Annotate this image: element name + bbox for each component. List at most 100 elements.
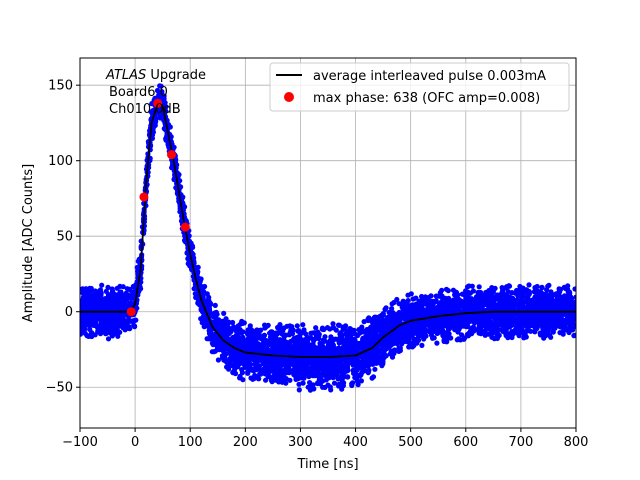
sample-point xyxy=(520,301,526,307)
sample-point xyxy=(361,354,367,360)
sample-point xyxy=(542,291,549,297)
sample-point xyxy=(105,336,112,342)
sample-point xyxy=(549,291,555,298)
sample-point xyxy=(405,324,411,330)
sample-point xyxy=(530,312,536,318)
sample-point xyxy=(117,283,123,289)
sample-point xyxy=(182,237,188,244)
sample-point xyxy=(219,353,225,359)
sample-point xyxy=(490,289,496,295)
sample-point xyxy=(505,335,511,341)
sample-point xyxy=(80,286,86,292)
sample-point xyxy=(391,347,398,353)
sample-point xyxy=(106,293,112,299)
sample-point xyxy=(213,338,220,344)
sample-point xyxy=(162,100,168,106)
sample-point xyxy=(339,386,345,392)
sample-point xyxy=(435,304,441,310)
sample-point xyxy=(389,306,395,312)
sample-point xyxy=(257,348,263,355)
sample-point xyxy=(565,283,571,289)
sample-point xyxy=(259,369,265,375)
sample-point xyxy=(269,379,275,385)
sample-point xyxy=(241,320,247,326)
sample-point xyxy=(444,321,450,327)
sample-point xyxy=(365,340,371,346)
sample-point xyxy=(573,322,576,328)
sample-point xyxy=(218,319,224,325)
sample-point xyxy=(88,331,94,337)
sample-point xyxy=(449,320,455,327)
sample-point xyxy=(157,115,163,121)
sample-point xyxy=(484,318,490,325)
sample-point xyxy=(479,305,485,311)
sample-point xyxy=(291,366,297,372)
sample-point xyxy=(255,341,261,347)
sample-point xyxy=(462,322,468,328)
sample-point xyxy=(105,284,111,290)
sample-point xyxy=(351,327,357,333)
sample-point xyxy=(97,323,103,329)
sample-point xyxy=(537,291,544,297)
sample-point xyxy=(343,348,349,354)
sample-point xyxy=(309,358,315,364)
sample-point xyxy=(372,366,378,372)
sample-point xyxy=(371,348,377,354)
sample-point xyxy=(480,293,486,299)
sample-point xyxy=(467,290,473,296)
sample-point xyxy=(511,304,517,311)
sample-point xyxy=(277,337,283,343)
sample-point xyxy=(128,296,134,302)
sample-point xyxy=(293,348,299,355)
sample-point xyxy=(235,323,241,329)
sample-point xyxy=(398,315,404,321)
sample-point xyxy=(252,372,258,379)
sample-point xyxy=(515,298,521,304)
sample-point xyxy=(516,333,522,339)
sample-point xyxy=(405,292,411,298)
sample-point xyxy=(396,301,402,307)
sample-point xyxy=(130,283,136,290)
sample-point xyxy=(492,324,498,331)
sample-point xyxy=(119,323,126,329)
sample-point xyxy=(432,308,438,314)
sample-point xyxy=(389,354,396,360)
sample-point xyxy=(423,328,429,334)
sample-point xyxy=(294,323,300,329)
sample-point xyxy=(247,367,253,373)
sample-point xyxy=(375,354,381,360)
sample-point xyxy=(340,369,346,375)
sample-point xyxy=(320,378,326,384)
sample-point xyxy=(444,339,450,345)
sample-point xyxy=(304,337,311,343)
sample-point xyxy=(185,256,191,262)
sample-point xyxy=(531,289,537,295)
sample-point xyxy=(360,337,366,343)
sample-point xyxy=(271,373,277,379)
sample-point xyxy=(437,290,443,296)
sample-point xyxy=(347,344,353,350)
sample-point xyxy=(330,375,336,381)
sample-point xyxy=(109,286,115,292)
sample-point xyxy=(329,336,335,342)
sample-point xyxy=(396,348,402,354)
sample-point xyxy=(153,116,159,122)
sample-point xyxy=(441,315,448,321)
sample-point xyxy=(318,366,324,372)
sample-point xyxy=(367,361,373,367)
sample-point xyxy=(291,343,297,350)
sample-point xyxy=(499,314,505,320)
sample-point xyxy=(336,383,342,389)
sample-point xyxy=(256,364,262,370)
sample-point xyxy=(376,319,382,326)
sample-point xyxy=(158,83,164,89)
sample-point xyxy=(406,344,412,350)
sample-point xyxy=(86,322,92,328)
sample-point xyxy=(239,351,246,357)
sample-point xyxy=(495,331,501,338)
sample-point xyxy=(80,331,84,337)
sample-point xyxy=(565,289,571,295)
sample-point xyxy=(409,344,415,350)
sample-point xyxy=(351,370,357,376)
sample-point xyxy=(520,321,527,327)
